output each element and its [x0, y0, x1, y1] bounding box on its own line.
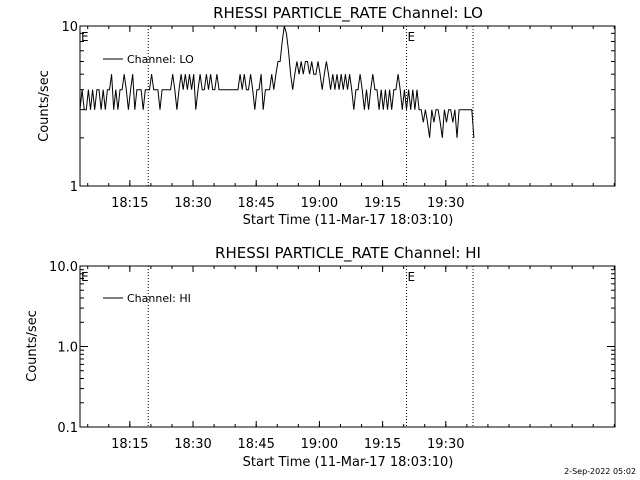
- y-tick-label: 0.1: [57, 421, 78, 436]
- x-tick-label: 19:30: [427, 437, 464, 452]
- event-lines: [147, 266, 474, 427]
- plot-frame: [79, 265, 616, 428]
- footer-timestamp: 2-Sep-2022 05:02: [564, 467, 636, 476]
- y-tick-label: 1.0: [57, 341, 78, 356]
- event-marker: E: [81, 30, 89, 44]
- x-ticks: 18:15 18:30 18:45 19:00 19:15 19:30: [87, 26, 615, 211]
- x-tick-label: 18:45: [237, 437, 274, 452]
- chart-title: RHESSI PARTICLE_RATE Channel: HI: [215, 244, 481, 263]
- legend-label: Channel: LO: [127, 53, 194, 66]
- x-tick-label: 19:15: [364, 196, 401, 211]
- x-axis-label: Start Time (11-Mar-17 18:03:10): [243, 213, 454, 228]
- x-tick-label: 19:30: [427, 196, 464, 211]
- y-ticks: 1 10: [61, 20, 615, 195]
- x-tick-label: 19:15: [364, 437, 401, 452]
- y-ticks: 0.1 1.0 10.0: [49, 260, 615, 436]
- y-axis-label: Counts/sec: [37, 70, 52, 142]
- x-tick-label: 18:30: [174, 196, 211, 211]
- event-lines: [147, 26, 474, 186]
- y-tick-label: 10.0: [49, 260, 78, 275]
- x-tick-label: 18:30: [174, 437, 211, 452]
- x-tick-label: 18:45: [237, 196, 274, 211]
- x-ticks: 18:15 18:30 18:45 19:00 19:15 19:30: [87, 266, 615, 452]
- panel-hi: RHESSI PARTICLE_RATE Channel: HI 18:15 18…: [25, 244, 616, 470]
- y-axis-label: Counts/sec: [25, 310, 40, 382]
- event-marker: E: [407, 30, 415, 44]
- chart-title: RHESSI PARTICLE_RATE Channel: LO: [213, 4, 483, 23]
- y-tick-label: 1: [70, 180, 78, 195]
- x-tick-label: 19:00: [301, 437, 338, 452]
- y-tick-label: 10: [61, 20, 78, 35]
- x-tick-label: 18:15: [111, 196, 148, 211]
- event-marker: E: [81, 270, 89, 284]
- legend-label: Channel: HI: [127, 292, 191, 305]
- panel-lo: RHESSI PARTICLE_RATE Channel: LO 18:15 18…: [37, 4, 616, 228]
- series-line-lo: [79, 25, 475, 138]
- x-axis-label: Start Time (11-Mar-17 18:03:10): [243, 455, 454, 470]
- x-tick-label: 19:00: [301, 196, 338, 211]
- event-marker: E: [407, 270, 415, 284]
- x-tick-label: 18:15: [111, 437, 148, 452]
